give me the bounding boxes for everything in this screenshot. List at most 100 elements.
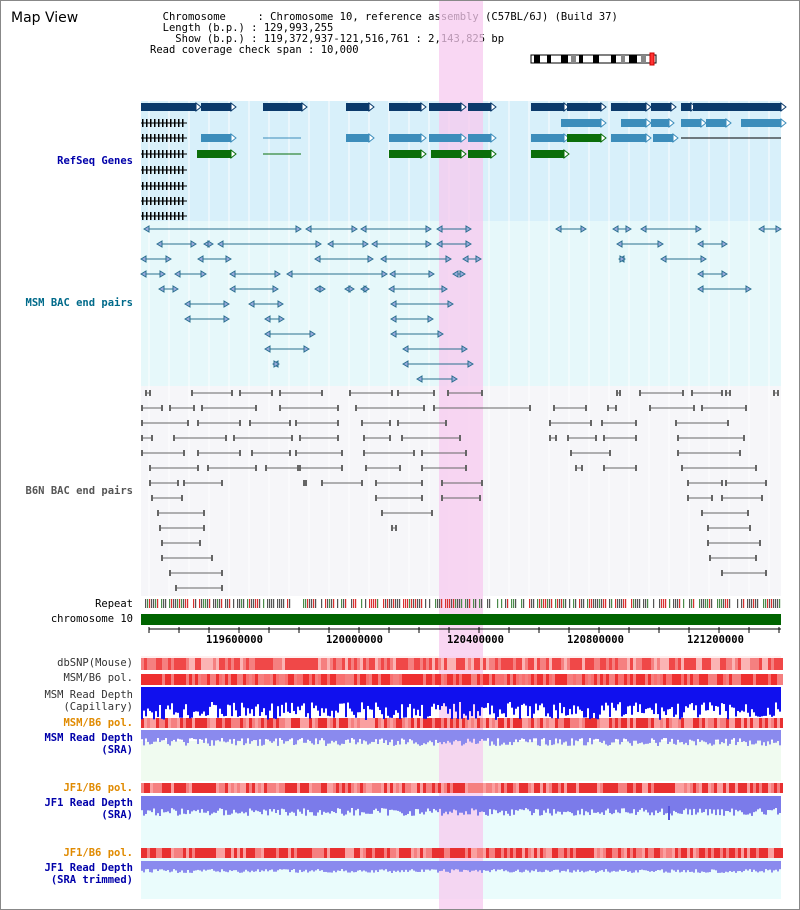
- depth-bar: [575, 730, 577, 741]
- depth-bar: [357, 730, 359, 743]
- depth-bar: [283, 861, 285, 870]
- gene-strand-arrow: [368, 132, 375, 144]
- depth-bar: [509, 730, 511, 742]
- bac-end-marker: [223, 300, 230, 308]
- track-label-msm-bac[interactable]: MSM BAC end pairs: [25, 297, 133, 309]
- heat-cell: [342, 674, 345, 685]
- gene-strand-arrow: [490, 148, 497, 160]
- depth-bar: [289, 687, 291, 714]
- depth-bar: [387, 796, 389, 816]
- depth-bar: [383, 687, 385, 720]
- repeat-element: [639, 599, 641, 608]
- heat-cell: [213, 674, 216, 685]
- depth-bar: [295, 861, 297, 873]
- depth-bar: [441, 730, 443, 745]
- depth-bar: [323, 687, 325, 713]
- repeat-element: [179, 599, 181, 608]
- heat-cell: [642, 848, 645, 858]
- bac-end-marker: [416, 375, 423, 383]
- depth-bar: [335, 687, 337, 711]
- depth-bar: [467, 730, 469, 739]
- depth-bar: [509, 687, 511, 703]
- heat-cell: [705, 718, 708, 728]
- bac-end-marker: [452, 270, 459, 278]
- depth-bar: [735, 730, 737, 746]
- bac-end-marker: [529, 405, 531, 411]
- bac-end-marker: [425, 240, 432, 248]
- bac-end-marker: [743, 435, 745, 441]
- heat-cell: [171, 718, 174, 728]
- depth-bar: [183, 861, 185, 873]
- depth-bar: [651, 861, 653, 872]
- depth-bar: [263, 687, 265, 709]
- track-label-jf1-depth: JF1 Read Depth (SRA): [44, 797, 133, 821]
- depth-bar: [227, 687, 229, 705]
- heat-cell: [513, 658, 516, 670]
- depth-bar: [667, 796, 669, 813]
- depth-bar: [217, 861, 219, 872]
- bac-end-marker: [481, 390, 483, 396]
- depth-bar: [375, 687, 377, 703]
- depth-bar: [767, 687, 769, 708]
- repeat-element: [755, 599, 757, 608]
- depth-bar: [443, 861, 445, 870]
- bac-end-marker: [459, 270, 466, 278]
- heat-cell: [234, 783, 237, 793]
- axis-tick-label: 120400000: [447, 634, 504, 646]
- heat-cell: [483, 718, 486, 728]
- depth-bar: [231, 796, 233, 814]
- heat-cell: [519, 718, 522, 728]
- heat-cell: [210, 783, 213, 793]
- heat-cell: [324, 848, 327, 858]
- heat-cell: [480, 674, 483, 685]
- depth-bar: [167, 730, 169, 745]
- heat-cell: [516, 783, 519, 793]
- depth-bar: [469, 861, 471, 873]
- heat-cell: [363, 658, 366, 670]
- heat-cell: [558, 783, 561, 793]
- depth-bar: [295, 730, 297, 745]
- gene-strand-arrow: [230, 132, 237, 144]
- track-label-jf1-b6-pol: JF1/B6 pol.: [63, 782, 133, 794]
- depth-bar: [643, 796, 645, 812]
- heat-cell: [144, 783, 147, 793]
- bac-end-marker: [675, 420, 677, 426]
- depth-bar: [581, 796, 583, 809]
- bac-end-marker: [305, 480, 307, 486]
- depth-bar: [221, 861, 223, 870]
- heat-cell: [390, 848, 393, 858]
- bac-end-marker: [239, 420, 241, 426]
- heat-cell: [297, 783, 300, 793]
- bac-end-marker: [315, 240, 322, 248]
- heat-cell: [156, 658, 159, 670]
- region-info: Chromosome : Chromosome 10, reference as…: [150, 11, 618, 56]
- depth-bar: [273, 861, 275, 872]
- track-label-refseq[interactable]: RefSeq Genes: [57, 155, 133, 167]
- depth-bar: [249, 796, 251, 809]
- depth-bar: [203, 861, 205, 870]
- heat-cell: [264, 718, 267, 728]
- heat-cell: [447, 718, 450, 728]
- repeat-element: [515, 599, 517, 608]
- bac-end-marker: [390, 330, 397, 338]
- heat-cell: [432, 674, 435, 685]
- depth-bar: [251, 730, 253, 742]
- depth-bar: [703, 687, 705, 703]
- bac-end-marker: [159, 525, 161, 531]
- track-label-b6n-bac[interactable]: B6N BAC end pairs: [25, 485, 133, 497]
- depth-bar: [621, 796, 623, 809]
- gene-strand-arrow: [368, 101, 375, 113]
- depth-bar: [389, 796, 391, 810]
- repeat-element: [693, 599, 695, 608]
- bac-end-marker: [381, 510, 383, 516]
- heat-cell: [726, 718, 729, 728]
- heat-cell: [549, 674, 552, 685]
- heat-cell: [177, 658, 180, 670]
- depth-bar: [529, 687, 531, 707]
- depth-bar: [227, 730, 229, 742]
- depth-bar: [415, 730, 417, 743]
- bac-end-marker: [395, 525, 397, 531]
- heat-cell: [207, 658, 210, 670]
- heat-cell: [702, 783, 705, 793]
